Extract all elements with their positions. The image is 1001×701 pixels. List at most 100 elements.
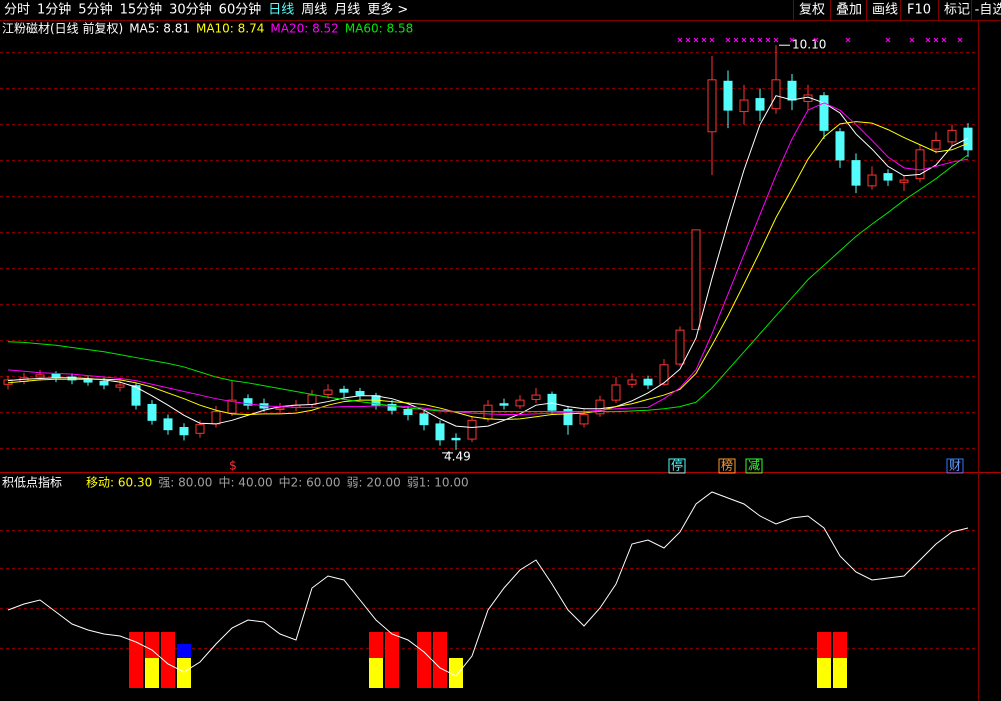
candle-body <box>307 394 317 405</box>
candle-body <box>595 399 605 415</box>
tag-box <box>946 458 964 474</box>
candle-body <box>931 139 941 150</box>
tag-label: 停 <box>671 458 683 473</box>
signal-bar <box>833 658 847 688</box>
candle-body <box>627 379 637 385</box>
candle-body <box>419 413 429 426</box>
tag-label: 减 <box>748 459 760 473</box>
candle-body <box>163 418 173 431</box>
candle-body <box>99 380 109 386</box>
candle-body <box>435 423 445 441</box>
tab[interactable]: 月线 <box>334 3 360 18</box>
limit-marker <box>933 37 939 43</box>
indicator-legend: 弱1: 10.00 <box>407 476 469 490</box>
candle-body <box>579 414 589 425</box>
candle-body <box>115 384 125 388</box>
tag-box <box>745 458 763 474</box>
limit-marker <box>885 37 891 43</box>
event-tag: 减 <box>745 458 763 474</box>
signal-bar <box>129 632 143 688</box>
toolbar-button[interactable]: -自选 <box>975 3 1001 18</box>
candle-body <box>835 131 845 161</box>
toolbar-button[interactable]: F10 <box>907 3 931 18</box>
candle-body <box>883 173 893 181</box>
candle-body <box>275 407 285 411</box>
limit-marker <box>677 37 683 43</box>
indicator-legend: 中2: 60.00 <box>279 475 341 490</box>
limit-marker <box>757 37 763 43</box>
limit-marker <box>845 37 851 43</box>
tab[interactable]: 60分钟 <box>219 2 262 18</box>
marker: $ <box>229 459 237 473</box>
limit-marker <box>741 37 747 43</box>
tab[interactable]: 周线 <box>301 3 327 18</box>
limit-marker <box>925 37 931 43</box>
indicator-legend: 中: 40.00 <box>218 475 272 490</box>
indicator-legend: 移动: 60.30 <box>86 476 152 490</box>
candle-body <box>659 364 669 385</box>
limit-marker <box>693 37 699 43</box>
indicator-line <box>7 491 969 677</box>
indicator-legend: 弱: 20.00 <box>347 476 401 490</box>
limit-marker <box>765 37 771 43</box>
candle-body <box>467 419 477 440</box>
tag-box <box>668 458 686 474</box>
toolbar-button[interactable]: 画线 <box>872 3 898 18</box>
toolbar-button[interactable]: 标记 <box>944 3 970 18</box>
tag-label: 财 <box>949 459 961 473</box>
candle-body <box>35 374 45 378</box>
candle-body <box>355 390 365 396</box>
toolbar-button[interactable]: 复权 <box>799 2 825 18</box>
candle-body <box>611 384 621 401</box>
tab[interactable]: 日线 <box>268 3 294 18</box>
ma-line <box>7 121 969 421</box>
tab[interactable]: 30分钟 <box>169 2 212 18</box>
candle-body <box>547 393 557 411</box>
event-tag: 停 <box>668 458 686 474</box>
candle-body <box>323 389 333 395</box>
candle-body <box>339 388 349 393</box>
tab[interactable]: 更多 > <box>367 2 408 18</box>
candle-body <box>851 160 861 186</box>
candle-body <box>707 79 717 133</box>
signal-bar <box>177 644 191 658</box>
tag-label: 榜 <box>721 458 733 473</box>
toolbar-button[interactable]: 叠加 <box>836 3 862 18</box>
limit-marker <box>941 37 947 43</box>
tab[interactable]: 分时 <box>4 3 30 18</box>
candle-body <box>131 385 141 406</box>
limit-marker <box>749 37 755 43</box>
candle-body <box>403 409 413 416</box>
legend-entry: MA20: 8.52 <box>270 22 338 36</box>
candle-body <box>771 79 781 110</box>
tag-box <box>718 458 736 474</box>
limit-marker <box>773 37 779 43</box>
signal-bar <box>177 658 191 688</box>
indicator-title: 积低点指标 <box>2 475 62 490</box>
candle-body <box>755 98 765 111</box>
signal-bar <box>369 658 383 688</box>
candle-body <box>675 329 685 365</box>
candle-body <box>899 179 909 183</box>
candle-body <box>387 403 397 411</box>
candle-body <box>195 424 205 434</box>
candle-body <box>243 398 253 406</box>
tab[interactable]: 5分钟 <box>78 2 112 18</box>
candle-body <box>51 373 61 379</box>
event-tag: 榜 <box>718 458 736 474</box>
tab[interactable]: 1分钟 <box>37 2 71 18</box>
limit-marker <box>733 37 739 43</box>
candle-body <box>147 403 157 421</box>
limit-marker <box>789 37 795 43</box>
signal-bar <box>385 632 399 688</box>
limit-marker <box>813 37 819 43</box>
signal-bar <box>817 658 831 688</box>
candle-body <box>947 129 957 143</box>
tab[interactable]: 15分钟 <box>120 2 163 18</box>
candle-body <box>819 95 829 131</box>
ma-line <box>7 95 969 429</box>
ma-line <box>7 154 969 413</box>
candle-body <box>211 411 221 425</box>
limit-marker <box>701 37 707 43</box>
